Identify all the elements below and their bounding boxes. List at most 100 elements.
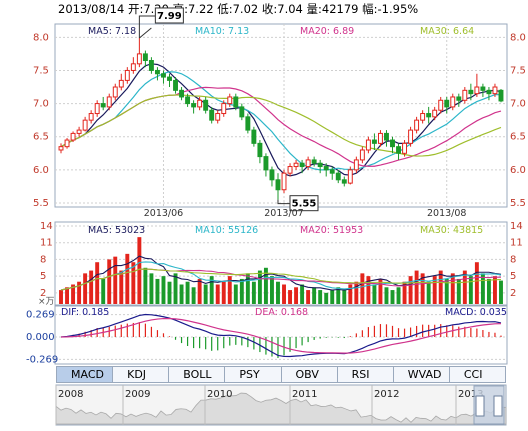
- price-y-tick: 7.0: [33, 99, 49, 110]
- price-y-tick: 8.0: [33, 32, 49, 43]
- candle-body: [456, 96, 462, 101]
- tab-cci[interactable]: CCI: [449, 367, 505, 382]
- candle-body: [257, 142, 263, 158]
- navigator-right-grip[interactable]: [493, 395, 503, 417]
- macd-y-tick: 0.000: [26, 332, 55, 343]
- price-y-tick-right: 6.0: [510, 165, 526, 176]
- volume-bar: [197, 278, 202, 304]
- candle-body: [76, 129, 82, 134]
- candle-body: [287, 166, 293, 174]
- price-x-tick: 2013/08: [427, 208, 466, 219]
- candle-body: [227, 96, 233, 105]
- candle-body: [341, 179, 347, 184]
- volume-panel: [54, 221, 508, 306]
- volume-bar: [95, 262, 100, 304]
- candle-body: [136, 53, 142, 65]
- candle-body: [161, 73, 166, 78]
- tab-rsi[interactable]: RSI: [337, 367, 394, 382]
- candle-body: [420, 113, 426, 121]
- candle-body: [396, 146, 401, 154]
- volume-bar: [354, 281, 359, 304]
- volume-ma5-line: [60, 255, 502, 291]
- candle-body: [305, 159, 311, 168]
- price-legend-item: MA10: 7.13: [195, 26, 249, 37]
- candle-body: [365, 139, 371, 151]
- volume-y-tick: 8: [40, 254, 46, 265]
- volume-bar: [408, 276, 413, 304]
- volume-y-tick-right: 11: [510, 238, 523, 249]
- volume-bar: [294, 287, 299, 304]
- candle-body: [311, 159, 317, 164]
- macd-dif-line: [60, 313, 502, 358]
- macd-y-tick: 0.269: [26, 310, 55, 321]
- volume-legend-item: MA10: 55126: [195, 225, 258, 236]
- max-marker-box: [154, 7, 184, 24]
- macd-dea-line: [61, 317, 502, 354]
- volume-bar: [263, 267, 268, 304]
- header-change: -1.95%: [378, 2, 419, 16]
- candle-body: [281, 172, 287, 191]
- volume-bar: [426, 281, 431, 304]
- tab-wvad[interactable]: WVAD: [393, 367, 450, 382]
- candle-body: [191, 103, 197, 108]
- navigator-range-handle[interactable]: [473, 385, 505, 425]
- macd-legend-item: DEA: 0.168: [255, 307, 308, 318]
- volume-bar: [384, 287, 389, 304]
- volume-bar: [77, 281, 82, 304]
- volume-ma30-line: [60, 268, 502, 291]
- candle-body: [293, 162, 299, 168]
- candle-body: [498, 89, 504, 102]
- tab-psy[interactable]: PSY: [225, 367, 282, 382]
- volume-bar: [360, 273, 365, 304]
- max-marker-label: 7.99: [157, 11, 182, 22]
- candle-body: [70, 132, 76, 141]
- tab-macd[interactable]: MACD: [57, 367, 114, 382]
- macd-legend-item: MACD: 0.035: [445, 307, 507, 318]
- tab-boll[interactable]: BOLL: [169, 367, 226, 382]
- header-low: 7.02: [233, 2, 259, 16]
- min-marker-label: 5.55: [292, 199, 317, 210]
- volume-bar: [203, 284, 208, 304]
- candle-body: [371, 139, 377, 144]
- volume-bar: [462, 270, 467, 304]
- volume-bar: [143, 267, 148, 304]
- candle-body: [64, 139, 70, 148]
- candle-body: [130, 63, 136, 71]
- volume-y-tick: 14: [40, 221, 53, 232]
- max-marker-leader: [138, 15, 156, 38]
- volume-bar: [456, 278, 461, 304]
- tab-obv[interactable]: OBV: [281, 367, 338, 382]
- candle-body: [384, 132, 389, 141]
- navigator-year-label: 2010: [207, 389, 232, 400]
- volume-bar: [348, 284, 353, 304]
- tab-kdj[interactable]: KDJ: [113, 367, 170, 382]
- candle-body: [426, 113, 432, 118]
- min-marker-box: [289, 195, 319, 212]
- volume-y-tick-right: 14: [510, 221, 523, 232]
- candle-body: [474, 86, 480, 95]
- candle-body: [390, 139, 395, 148]
- volume-legend-item: MA30: 43815: [420, 225, 483, 236]
- volume-y-tick-right: 2: [510, 288, 516, 299]
- volume-bar: [420, 273, 425, 304]
- candle-body: [323, 166, 329, 171]
- volume-bar: [215, 284, 220, 304]
- candle-body: [251, 129, 257, 144]
- candle-body: [94, 103, 100, 115]
- volume-bar: [474, 262, 479, 304]
- candle-body: [197, 99, 203, 108]
- candle-body: [402, 142, 408, 154]
- volume-y-tick-right: 5: [510, 271, 516, 282]
- candle-body: [408, 129, 414, 144]
- price-y-tick-right: 7.5: [510, 65, 526, 76]
- volume-bar: [185, 281, 190, 304]
- candle-body: [167, 76, 172, 81]
- candle-body: [118, 79, 124, 88]
- macd-panel: [54, 305, 508, 365]
- volume-bar: [209, 276, 214, 304]
- price-ma5-line: [60, 63, 502, 177]
- candle-body: [179, 89, 185, 98]
- navigator-year-label: 2011: [292, 389, 317, 400]
- volume-bar: [300, 284, 305, 304]
- navigator-left-grip[interactable]: [475, 395, 485, 417]
